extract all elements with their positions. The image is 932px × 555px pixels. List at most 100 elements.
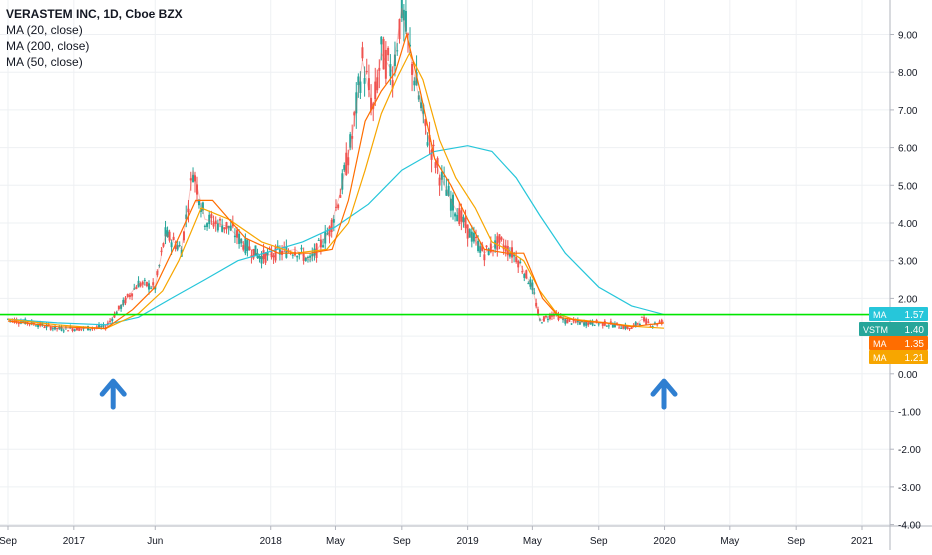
candle-body <box>517 260 520 268</box>
x-tick-label: Sep <box>787 536 805 547</box>
candle-body <box>452 194 455 211</box>
candle-body <box>443 175 446 177</box>
price-badge-ma20[interactable]: MA 1.35 <box>869 336 928 350</box>
candle-body <box>479 246 482 253</box>
candle-body <box>285 246 288 258</box>
y-tick-label: 5.00 <box>898 181 918 192</box>
candle-body <box>223 227 226 230</box>
candle-body <box>613 323 616 328</box>
arrow-up-icon[interactable] <box>650 378 678 410</box>
y-tick-label: 9.00 <box>898 31 918 42</box>
candle-body <box>417 95 420 100</box>
candle-body <box>102 324 105 327</box>
candle-body <box>111 318 114 321</box>
candle-body <box>141 281 144 285</box>
candle-body <box>468 229 471 238</box>
badge-label: MA <box>873 353 887 363</box>
candle-body <box>242 245 245 250</box>
candle-body <box>611 324 614 328</box>
candle-body <box>34 325 37 327</box>
candle-body <box>332 219 335 223</box>
candle-body <box>22 321 25 323</box>
x-axis: Sep 2017 Jun 2018 May Sep 2019 May Sep 2020 May Sep… <box>0 526 874 547</box>
candle-body <box>496 236 499 250</box>
candle-body <box>585 320 588 326</box>
candle-body <box>624 324 627 329</box>
candle-body <box>58 326 61 329</box>
candle-body <box>148 283 151 290</box>
candle-body <box>227 225 230 228</box>
candle-body <box>56 328 59 330</box>
candle-body <box>498 234 501 243</box>
candle-body <box>152 282 155 286</box>
candle-body <box>182 231 185 241</box>
candle-body <box>120 305 123 309</box>
candle-body <box>462 216 465 223</box>
candle-body <box>538 319 541 321</box>
candle-body <box>26 321 29 324</box>
badge-bg <box>869 336 928 350</box>
candle-body <box>326 233 329 235</box>
candle-body <box>210 214 213 219</box>
x-tick-label: May <box>720 536 739 547</box>
candle-body <box>278 249 281 255</box>
candle-body <box>367 78 370 91</box>
x-tick-label: 2019 <box>457 536 480 547</box>
candle-body <box>225 222 228 230</box>
candle-body <box>376 77 379 91</box>
y-tick-label: -1.00 <box>898 408 921 419</box>
candle-body <box>370 97 373 111</box>
candle-body <box>564 319 567 324</box>
legend-ma20[interactable]: MA (20, close) <box>6 23 83 37</box>
badge-bg <box>869 307 928 321</box>
candle-body <box>172 236 175 241</box>
candle-body <box>568 319 571 321</box>
candle-body <box>535 302 538 307</box>
candle-body <box>160 250 163 252</box>
candle-body <box>78 327 81 331</box>
candle-body <box>609 321 612 323</box>
price-badge-ma200[interactable]: MA 1.57 <box>869 307 928 321</box>
candle-body <box>634 322 637 326</box>
price-badge-price[interactable]: VSTM 1.40 <box>859 322 928 336</box>
candle-body <box>254 245 257 256</box>
candle-body <box>426 142 429 146</box>
candle-body <box>607 325 610 327</box>
y-tick-label: 8.00 <box>898 68 918 79</box>
candle-body <box>406 33 409 36</box>
legend-title[interactable]: VERASTEM INC, 1D, Cboe BZX <box>6 7 183 21</box>
candle-body <box>60 326 63 331</box>
candle-body <box>643 317 646 322</box>
candle-body <box>487 248 490 256</box>
candle-body <box>343 165 346 171</box>
legend-ma200[interactable]: MA (200, close) <box>6 39 90 53</box>
candle-body <box>620 327 623 329</box>
x-tick-label: Sep <box>0 536 17 547</box>
candle-body <box>30 320 33 325</box>
candle-body <box>508 252 511 257</box>
badge-bg <box>859 322 928 336</box>
ma200-line <box>7 145 665 326</box>
candle-body <box>32 322 35 324</box>
candle-body <box>382 39 385 70</box>
y-tick-label: 3.00 <box>898 257 918 268</box>
candle-body <box>593 324 596 326</box>
candle-body <box>361 47 364 59</box>
legend-ma50[interactable]: MA (50, close) <box>6 55 83 69</box>
candle-body <box>324 231 327 244</box>
candle-body <box>214 220 217 224</box>
candle-body <box>274 246 277 261</box>
y-tick-label: 4.00 <box>898 219 918 230</box>
price-badge-ma50[interactable]: MA 1.21 <box>869 350 928 364</box>
candle-body <box>231 223 234 227</box>
candle-body <box>300 247 303 250</box>
candle-body <box>591 320 594 326</box>
x-tick-label: Sep <box>393 536 411 547</box>
candle-body <box>170 242 173 248</box>
candle-body <box>185 214 188 219</box>
candle-body <box>168 231 171 241</box>
arrow-up-icon[interactable] <box>99 378 127 410</box>
candle-body <box>349 134 352 148</box>
